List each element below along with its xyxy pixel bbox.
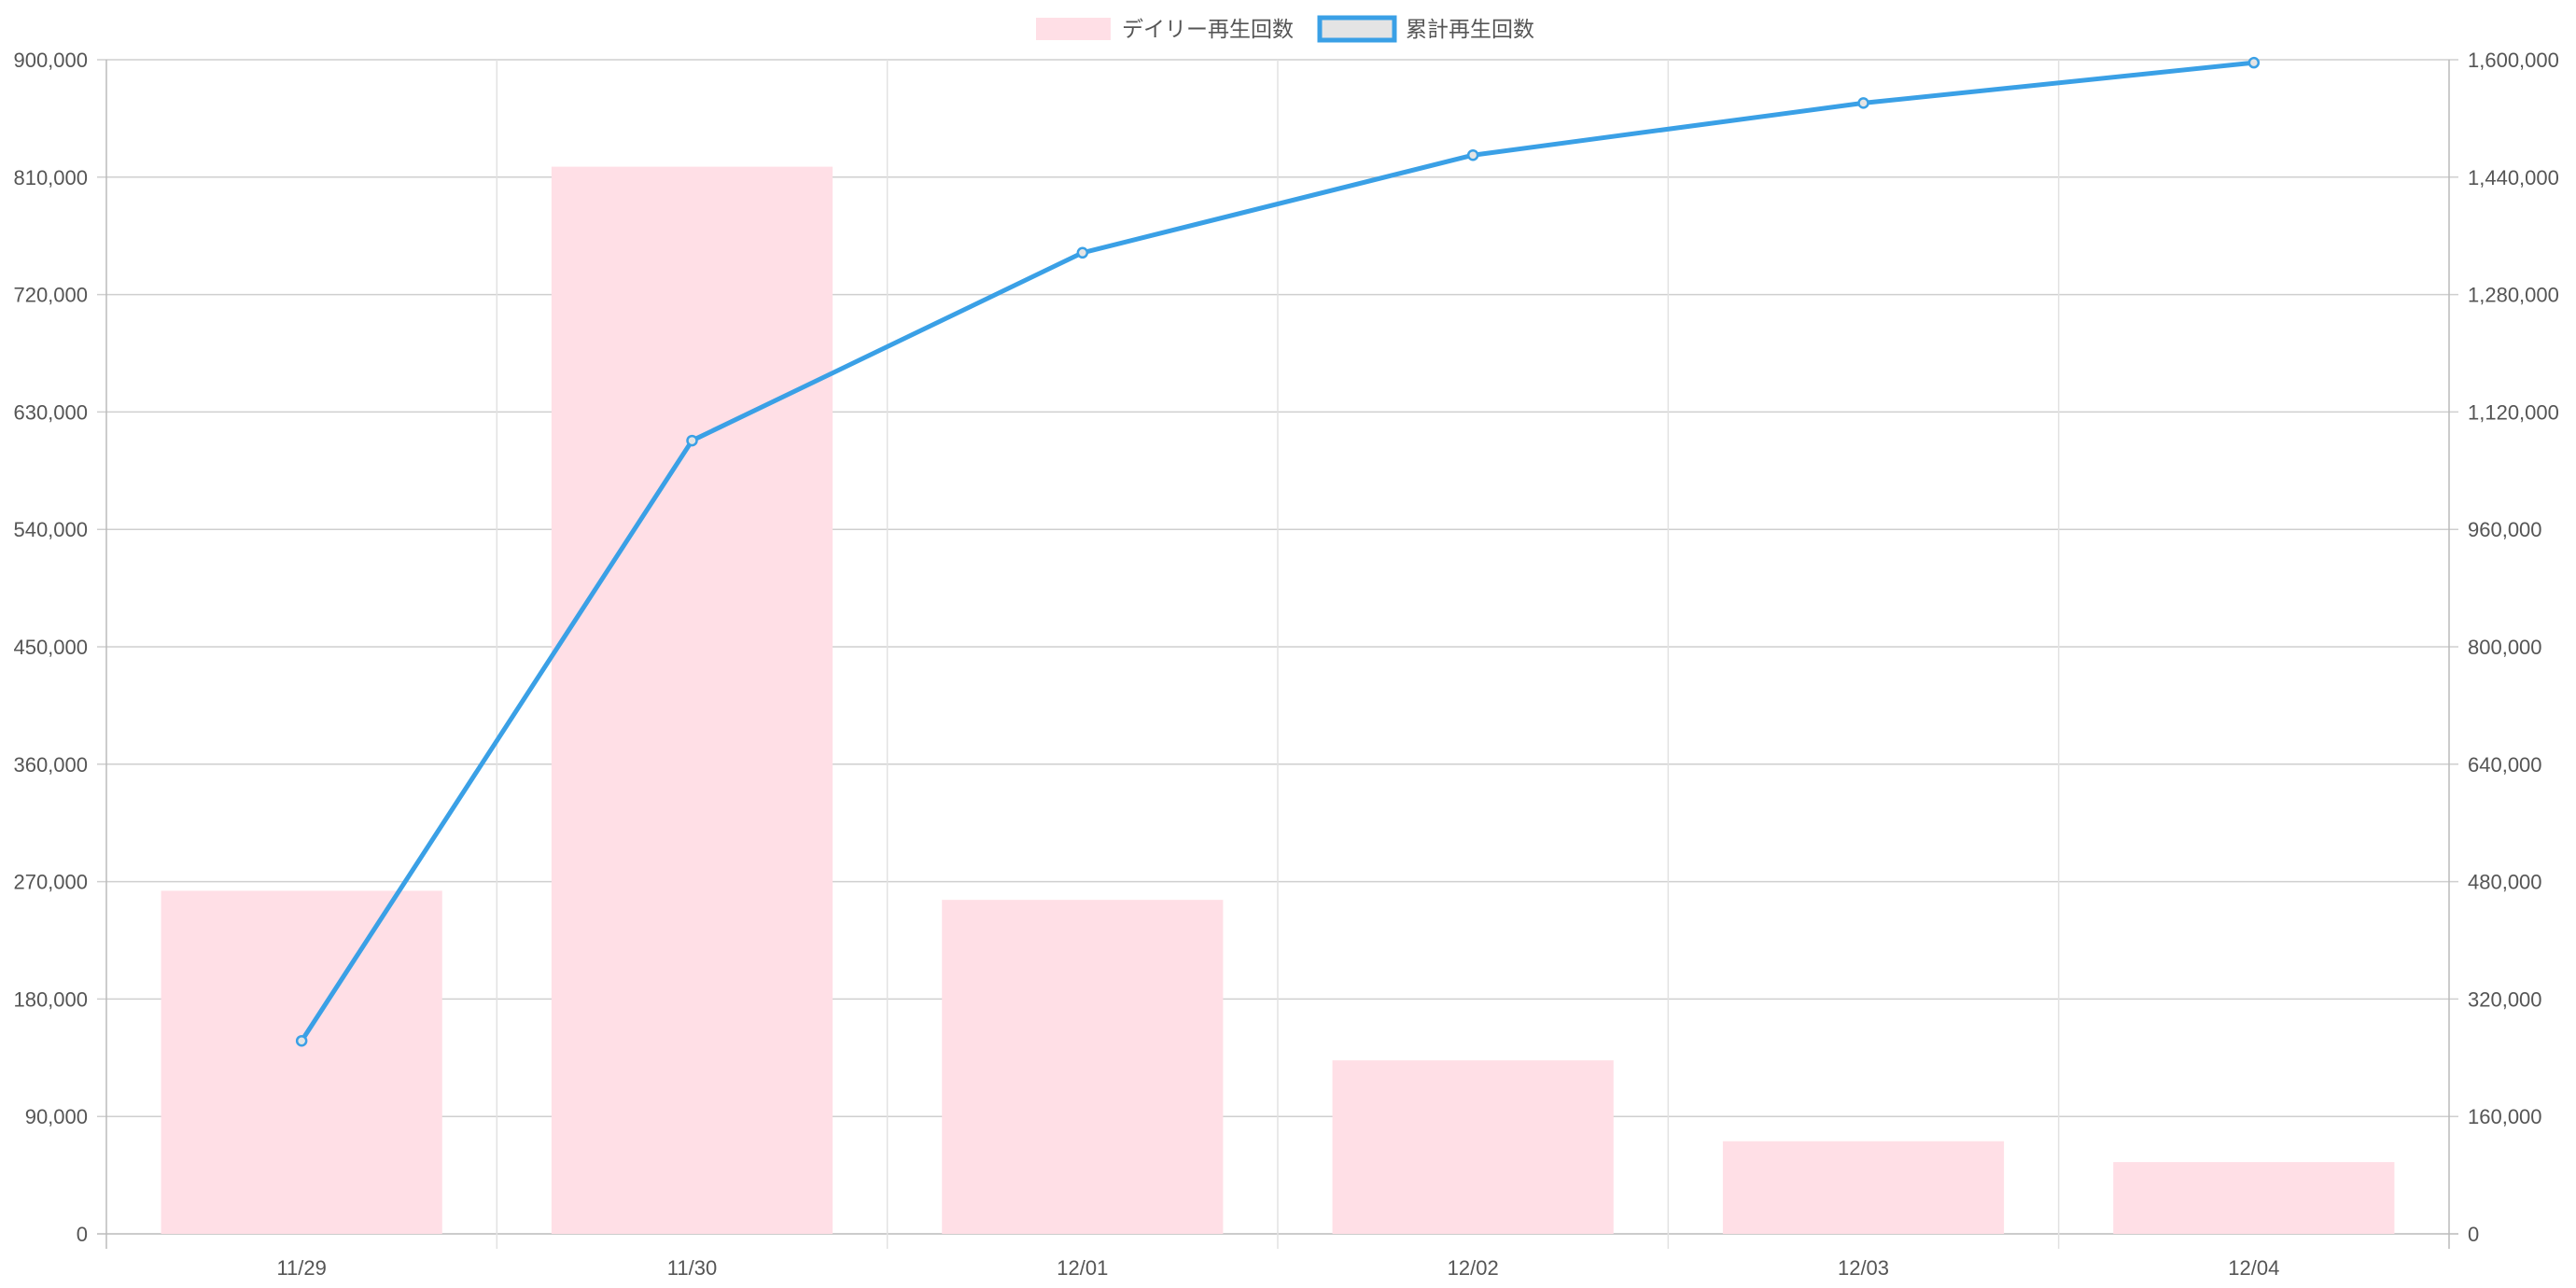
point-cumulative-plays[interactable] xyxy=(295,1034,308,1047)
y-left-tick-label: 360,000 xyxy=(13,753,88,777)
x-tick-label: 11/29 xyxy=(276,1256,326,1280)
bar-daily-plays[interactable] xyxy=(1722,1141,2005,1234)
y-left-tick-label: 540,000 xyxy=(13,518,88,541)
y-right-tick-label: 1,440,000 xyxy=(2468,166,2559,189)
y-left-tick-label: 270,000 xyxy=(13,871,88,894)
y-right-tick-label: 320,000 xyxy=(2468,987,2542,1011)
x-tick-label: 12/04 xyxy=(2228,1256,2279,1280)
y-left-tick-label: 90,000 xyxy=(25,1105,88,1128)
y-right-tick-label: 160,000 xyxy=(2468,1105,2542,1128)
legend-label-cumulative[interactable]: 累計再生回数 xyxy=(1406,18,1534,42)
y-right-tick-label: 800,000 xyxy=(2468,636,2542,659)
x-tick-label: 12/01 xyxy=(1057,1256,1108,1280)
y-right-tick-label: 960,000 xyxy=(2468,518,2542,541)
x-tick-label: 12/03 xyxy=(1838,1256,1889,1280)
y-right-tick-label: 640,000 xyxy=(2468,753,2542,777)
legend-swatch-daily[interactable] xyxy=(1036,18,1111,40)
point-cumulative-plays[interactable] xyxy=(1857,97,1869,109)
y-left-tick-label: 0 xyxy=(77,1223,88,1246)
y-left-tick-label: 720,000 xyxy=(13,284,88,307)
y-right-tick-label: 1,280,000 xyxy=(2468,284,2559,307)
y-left-tick-label: 450,000 xyxy=(13,636,88,659)
legend[interactable]: デイリー再生回数 累計再生回数 xyxy=(1036,15,1534,43)
x-tick-label: 12/02 xyxy=(1448,1256,1499,1280)
y-left-tick-label: 900,000 xyxy=(13,49,88,72)
line-cumulative-plays[interactable] xyxy=(299,60,2257,1043)
bar-daily-plays[interactable] xyxy=(161,890,442,1234)
bar-daily-plays[interactable] xyxy=(551,166,833,1234)
bar-daily-plays[interactable] xyxy=(2113,1162,2395,1234)
y-right-tick-label: 1,120,000 xyxy=(2468,400,2559,424)
y-left-tick-label: 630,000 xyxy=(13,400,88,424)
legend-swatch-cumulative[interactable] xyxy=(1317,15,1397,43)
y-right-tick-label: 0 xyxy=(2468,1223,2479,1246)
point-cumulative-plays[interactable] xyxy=(1076,246,1089,259)
x-tick-label: 11/30 xyxy=(667,1256,717,1280)
point-cumulative-plays[interactable] xyxy=(2247,56,2261,69)
legend-label-daily[interactable]: デイリー再生回数 xyxy=(1122,18,1294,42)
y-left-tick-label: 180,000 xyxy=(13,987,88,1011)
bar-daily-plays[interactable] xyxy=(942,900,1224,1234)
point-cumulative-plays[interactable] xyxy=(686,434,698,447)
y-right-tick-label: 480,000 xyxy=(2468,871,2542,894)
y-left-tick-label: 810,000 xyxy=(13,166,88,189)
y-right-tick-label: 1,600,000 xyxy=(2468,49,2559,72)
point-cumulative-plays[interactable] xyxy=(1466,148,1479,161)
bar-daily-plays[interactable] xyxy=(1332,1060,1614,1234)
